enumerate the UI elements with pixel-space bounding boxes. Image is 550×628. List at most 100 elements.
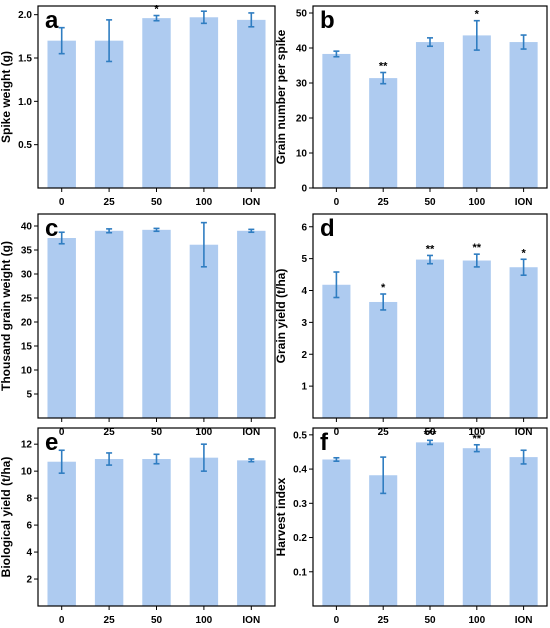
y-axis-label-d: Grain yield (t/ha) — [274, 269, 288, 364]
plot-frame-c — [37, 213, 276, 419]
y-axis-label-e: Biological yield (t/ha) — [0, 457, 13, 578]
y-tick-label-e: 12 — [21, 440, 33, 451]
panel-letter-e: e — [45, 429, 58, 456]
significance-d-ION: * — [521, 247, 526, 259]
y-tick-label-c: 40 — [21, 222, 33, 233]
error-bar-a-25 — [106, 19, 113, 63]
y-tick-label-b: 10 — [296, 149, 308, 160]
y-tick-label-d: 1 — [301, 382, 307, 393]
bar-f-100 — [462, 448, 491, 606]
y-axis-label-f: Harvest index — [274, 477, 288, 556]
x-tick-label-d-50: 50 — [424, 427, 436, 438]
bar-a-ION — [237, 19, 266, 188]
bar-f-50 — [415, 442, 445, 606]
error-bar-f-25 — [380, 456, 387, 495]
error-bar-b-100 — [473, 19, 480, 51]
y-tick-label-c: 5 — [26, 390, 32, 401]
bar-f-25 — [369, 475, 398, 606]
plot-frame-b — [312, 5, 548, 189]
x-tick-label-e-0: 0 — [59, 615, 65, 626]
bar-e-0 — [47, 461, 76, 606]
error-bar-a-ION — [248, 12, 255, 28]
error-bar-c-0 — [58, 231, 65, 245]
y-tick-label-c: 20 — [21, 318, 33, 329]
error-bar-a-0 — [58, 26, 65, 55]
x-tick-label-d-0: 0 — [334, 427, 340, 438]
panel-e: 0 25 50 100 ION 2 4 6 8 10 12 Biological yield (t/h… — [0, 427, 276, 626]
y-tick-label-a: 2.0 — [18, 10, 32, 21]
y-axis-label-c: Thousand grain weight (g) — [0, 241, 13, 391]
x-tick-label-e-50: 50 — [151, 615, 163, 626]
error-bar-d-100 — [473, 253, 480, 268]
x-tick-label-e-25: 25 — [104, 615, 116, 626]
x-tick-label-a-0: 0 — [59, 197, 65, 208]
bar-c-50 — [142, 229, 171, 418]
bar-d-100 — [462, 260, 491, 418]
x-tick-label-d-100: 100 — [468, 427, 485, 438]
error-bar-d-0 — [333, 271, 340, 299]
bar-b-50 — [415, 42, 445, 188]
y-axis-label-a: Spike weight (g) — [0, 51, 13, 143]
error-bar-b-0 — [333, 50, 340, 58]
panel-letter-f: f — [320, 429, 329, 456]
x-tick-label-d-ION: ION — [515, 427, 533, 438]
bar-d-0 — [322, 284, 351, 418]
x-tick-label-e-100: 100 — [196, 615, 213, 626]
y-tick-label-b: 30 — [296, 79, 308, 90]
panel-letter-a: a — [45, 7, 59, 34]
bar-a-100 — [189, 17, 219, 189]
y-tick-label-b: 20 — [296, 114, 308, 125]
x-tick-label-c-0: 0 — [59, 427, 65, 438]
x-tick-label-b-25: 25 — [378, 197, 390, 208]
bar-e-25 — [94, 459, 124, 606]
x-tick-label-f-100: 100 — [468, 615, 485, 626]
significance-f-100: ** — [473, 433, 482, 445]
y-tick-label-c: 30 — [21, 270, 33, 281]
bar-f-0 — [322, 459, 351, 606]
y-tick-label-f: 0.5 — [293, 430, 307, 441]
error-bar-b-ION — [520, 34, 527, 50]
significance-d-25: * — [381, 282, 386, 294]
bar-e-ION — [237, 460, 266, 606]
y-tick-label-a: 0.5 — [18, 140, 32, 151]
y-tick-label-e: 6 — [26, 521, 32, 532]
y-tick-label-b: 50 — [296, 9, 308, 20]
y-tick-label-e: 4 — [26, 548, 32, 559]
y-tick-label-c: 25 — [21, 294, 33, 305]
error-bar-e-25 — [106, 452, 113, 466]
error-bar-e-ION — [248, 458, 255, 463]
significance-f-50: *** — [424, 428, 438, 440]
plot-frame-e — [37, 427, 276, 607]
x-tick-label-d-25: 25 — [378, 427, 390, 438]
bar-c-0 — [47, 238, 76, 418]
bar-b-25 — [369, 78, 398, 188]
y-tick-label-b: 0 — [301, 184, 307, 195]
x-tick-label-e-ION: ION — [242, 615, 260, 626]
plot-frame-d — [312, 213, 548, 419]
significance-d-100: ** — [473, 242, 482, 254]
plot-frame-f — [312, 427, 548, 607]
bar-e-50 — [142, 459, 171, 606]
x-tick-label-b-100: 100 — [468, 197, 485, 208]
bar-d-25 — [369, 301, 398, 418]
x-tick-label-b-ION: ION — [515, 197, 533, 208]
error-bar-e-0 — [58, 449, 65, 474]
x-tick-label-c-50: 50 — [151, 427, 163, 438]
error-bar-a-100 — [200, 10, 207, 25]
x-tick-label-a-100: 100 — [196, 197, 213, 208]
y-tick-label-f: 0.1 — [293, 567, 307, 578]
error-bar-f-0 — [333, 456, 340, 463]
x-tick-label-a-25: 25 — [104, 197, 116, 208]
panel-letter-b: b — [320, 7, 335, 34]
y-tick-label-e: 8 — [26, 494, 32, 505]
y-tick-label-a: 1.0 — [18, 97, 32, 108]
y-tick-label-d: 2 — [301, 350, 307, 361]
panel-b: 0 ** 25 50 * 100 ION 0 10 20 30 40 50 Grain number pe… — [274, 5, 548, 208]
x-tick-label-c-25: 25 — [104, 427, 116, 438]
error-bar-b-25 — [380, 71, 387, 85]
error-bar-c-ION — [248, 228, 255, 234]
error-bar-f-50 — [427, 439, 433, 446]
panel-c: 0 25 50 100 ION 5 10 15 20 25 30 35 40 Thousand grain… — [0, 213, 276, 438]
